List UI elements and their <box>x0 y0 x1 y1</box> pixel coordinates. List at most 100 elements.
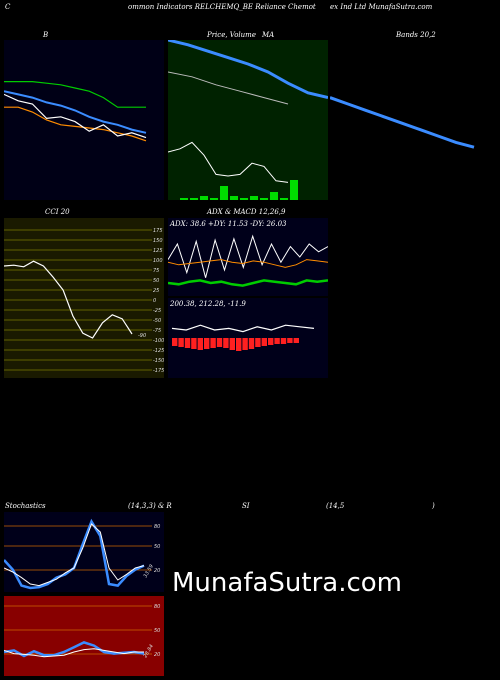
macd-bar <box>280 338 287 344</box>
volume-bar <box>280 198 288 200</box>
volume-bar <box>260 198 268 200</box>
price-series-2 <box>168 141 289 183</box>
macd-bar <box>191 338 197 349</box>
cci-tick-label: 25 <box>153 288 159 294</box>
cci-tick-label: 75 <box>153 268 159 274</box>
macd-bar <box>197 338 203 350</box>
header-title: ommon Indicators RELCHEMQ_BE Reliance Ch… <box>128 3 316 11</box>
volume-bar <box>180 198 188 200</box>
rsi-series-1 <box>4 648 144 658</box>
volume-bar <box>230 196 238 200</box>
cci-tick-label: 50 <box>153 278 159 284</box>
bollinger-series-0 <box>4 80 146 108</box>
volume-bar <box>190 198 198 200</box>
adx-series-1 <box>168 279 328 287</box>
macd-bar <box>184 338 191 348</box>
cci-tick-label: -75 <box>153 328 161 334</box>
bollinger-series-1 <box>4 90 147 134</box>
price-series-0 <box>168 40 328 100</box>
macd-bar <box>268 338 274 345</box>
cci-tick-label: 0 <box>153 298 156 304</box>
price-ma-label: MA <box>262 31 275 39</box>
rsi-tick-label: 80 <box>154 604 160 610</box>
price-series-1 <box>168 71 289 105</box>
adx-series-0 <box>168 234 328 278</box>
macd-bar <box>178 338 184 347</box>
macd-bar <box>255 338 261 347</box>
cci-tick-label: -100 <box>153 338 164 344</box>
stoch-panel: 80 50 20 33.59 <box>4 512 164 592</box>
macd-bar <box>223 338 229 348</box>
adx-chart <box>168 234 328 287</box>
bollinger-chart <box>4 80 147 142</box>
macd-bar <box>229 338 235 350</box>
bollinger-series-3 <box>4 93 147 139</box>
macd-bar <box>248 338 255 349</box>
macd-bar <box>210 338 216 348</box>
adx-panel: ADX: 38.6 +DY: 11.53 -DY: 26.03 <box>168 218 328 296</box>
adx-values: ADX: 38.6 +DY: 11.53 -DY: 26.03 <box>170 220 287 228</box>
volume-bar <box>210 198 218 200</box>
rsi-tick-label: 20 <box>154 652 160 658</box>
volume-bar <box>270 192 278 200</box>
bands-chart <box>330 96 475 149</box>
bands-label: Bands 20,2 <box>396 31 436 39</box>
stoch-tick-label: 80 <box>154 524 160 530</box>
rsi-close: ) <box>432 502 435 510</box>
cci-tick-label: -50 <box>153 318 161 324</box>
stoch-params: (14,3,3) & R <box>128 502 172 510</box>
volume-bar <box>250 196 258 200</box>
macd-bar <box>274 338 280 344</box>
price-volume-label: Price, Volume <box>207 31 256 39</box>
cci-tick-label: -125 <box>153 348 164 354</box>
volume-bar <box>290 180 298 200</box>
header-right: ex Ind Ltd MunafaSutra.com <box>330 3 433 11</box>
cci-last-value: -90 <box>138 333 146 339</box>
cci-panel: 175 150 125 100 75 50 25 0 -25 -50 -75 -100 -125 -150… <box>4 218 164 378</box>
adx-label: ADX & MACD 12,26,9 <box>207 208 286 216</box>
stoch-label: Stochastics <box>5 502 46 510</box>
cci-tick-label: -150 <box>153 358 164 364</box>
bollinger-series-2 <box>4 106 147 142</box>
macd-bar <box>261 338 267 346</box>
macd-chart <box>171 324 315 351</box>
macd-bar <box>172 338 178 346</box>
macd-bar <box>293 338 299 343</box>
cci-label: CCI 20 <box>45 208 70 216</box>
macd-bar <box>204 338 210 349</box>
watermark: MunafaSutra.com <box>172 568 403 598</box>
macd-bar <box>236 338 242 351</box>
macd-panel: 200.38, 212.28, -11.9 <box>168 298 328 378</box>
bands-panel <box>330 40 480 200</box>
adx-series-2 <box>168 259 328 268</box>
cci-tick-label: 150 <box>153 238 163 244</box>
stoch-series-0 <box>4 518 145 590</box>
stoch-series-1 <box>4 523 145 587</box>
cci-line <box>4 260 133 339</box>
macd-bar <box>287 338 293 343</box>
volume-bar <box>200 196 208 200</box>
cci-tick-label: 100 <box>153 258 163 264</box>
stoch-tick-label: 50 <box>154 544 160 550</box>
bollinger-label: B <box>43 31 49 39</box>
macd-bar <box>216 338 223 347</box>
rsi-panel: 80 50 20 28.84 <box>4 596 164 676</box>
rsi-label: SI <box>242 502 250 510</box>
price-panel <box>168 40 328 200</box>
stoch-tick-label: 20 <box>154 568 160 574</box>
macd-line <box>171 324 315 333</box>
bands-series <box>330 96 475 149</box>
volume-bar <box>220 186 228 200</box>
bollinger-panel <box>4 40 164 200</box>
cci-tick-label: 175 <box>153 228 163 234</box>
cci-tick-label: -25 <box>153 308 161 314</box>
volume-bar <box>240 198 248 200</box>
macd-values: 200.38, 212.28, -11.9 <box>170 300 246 308</box>
cci-chart: 175 150 125 100 75 50 25 0 -25 -50 -75 -100 -125 -150… <box>4 228 164 374</box>
rsi-params: (14,5 <box>326 502 345 510</box>
macd-bar <box>242 338 248 350</box>
header-left: C <box>5 3 11 11</box>
cci-tick-label: -175 <box>153 368 164 374</box>
